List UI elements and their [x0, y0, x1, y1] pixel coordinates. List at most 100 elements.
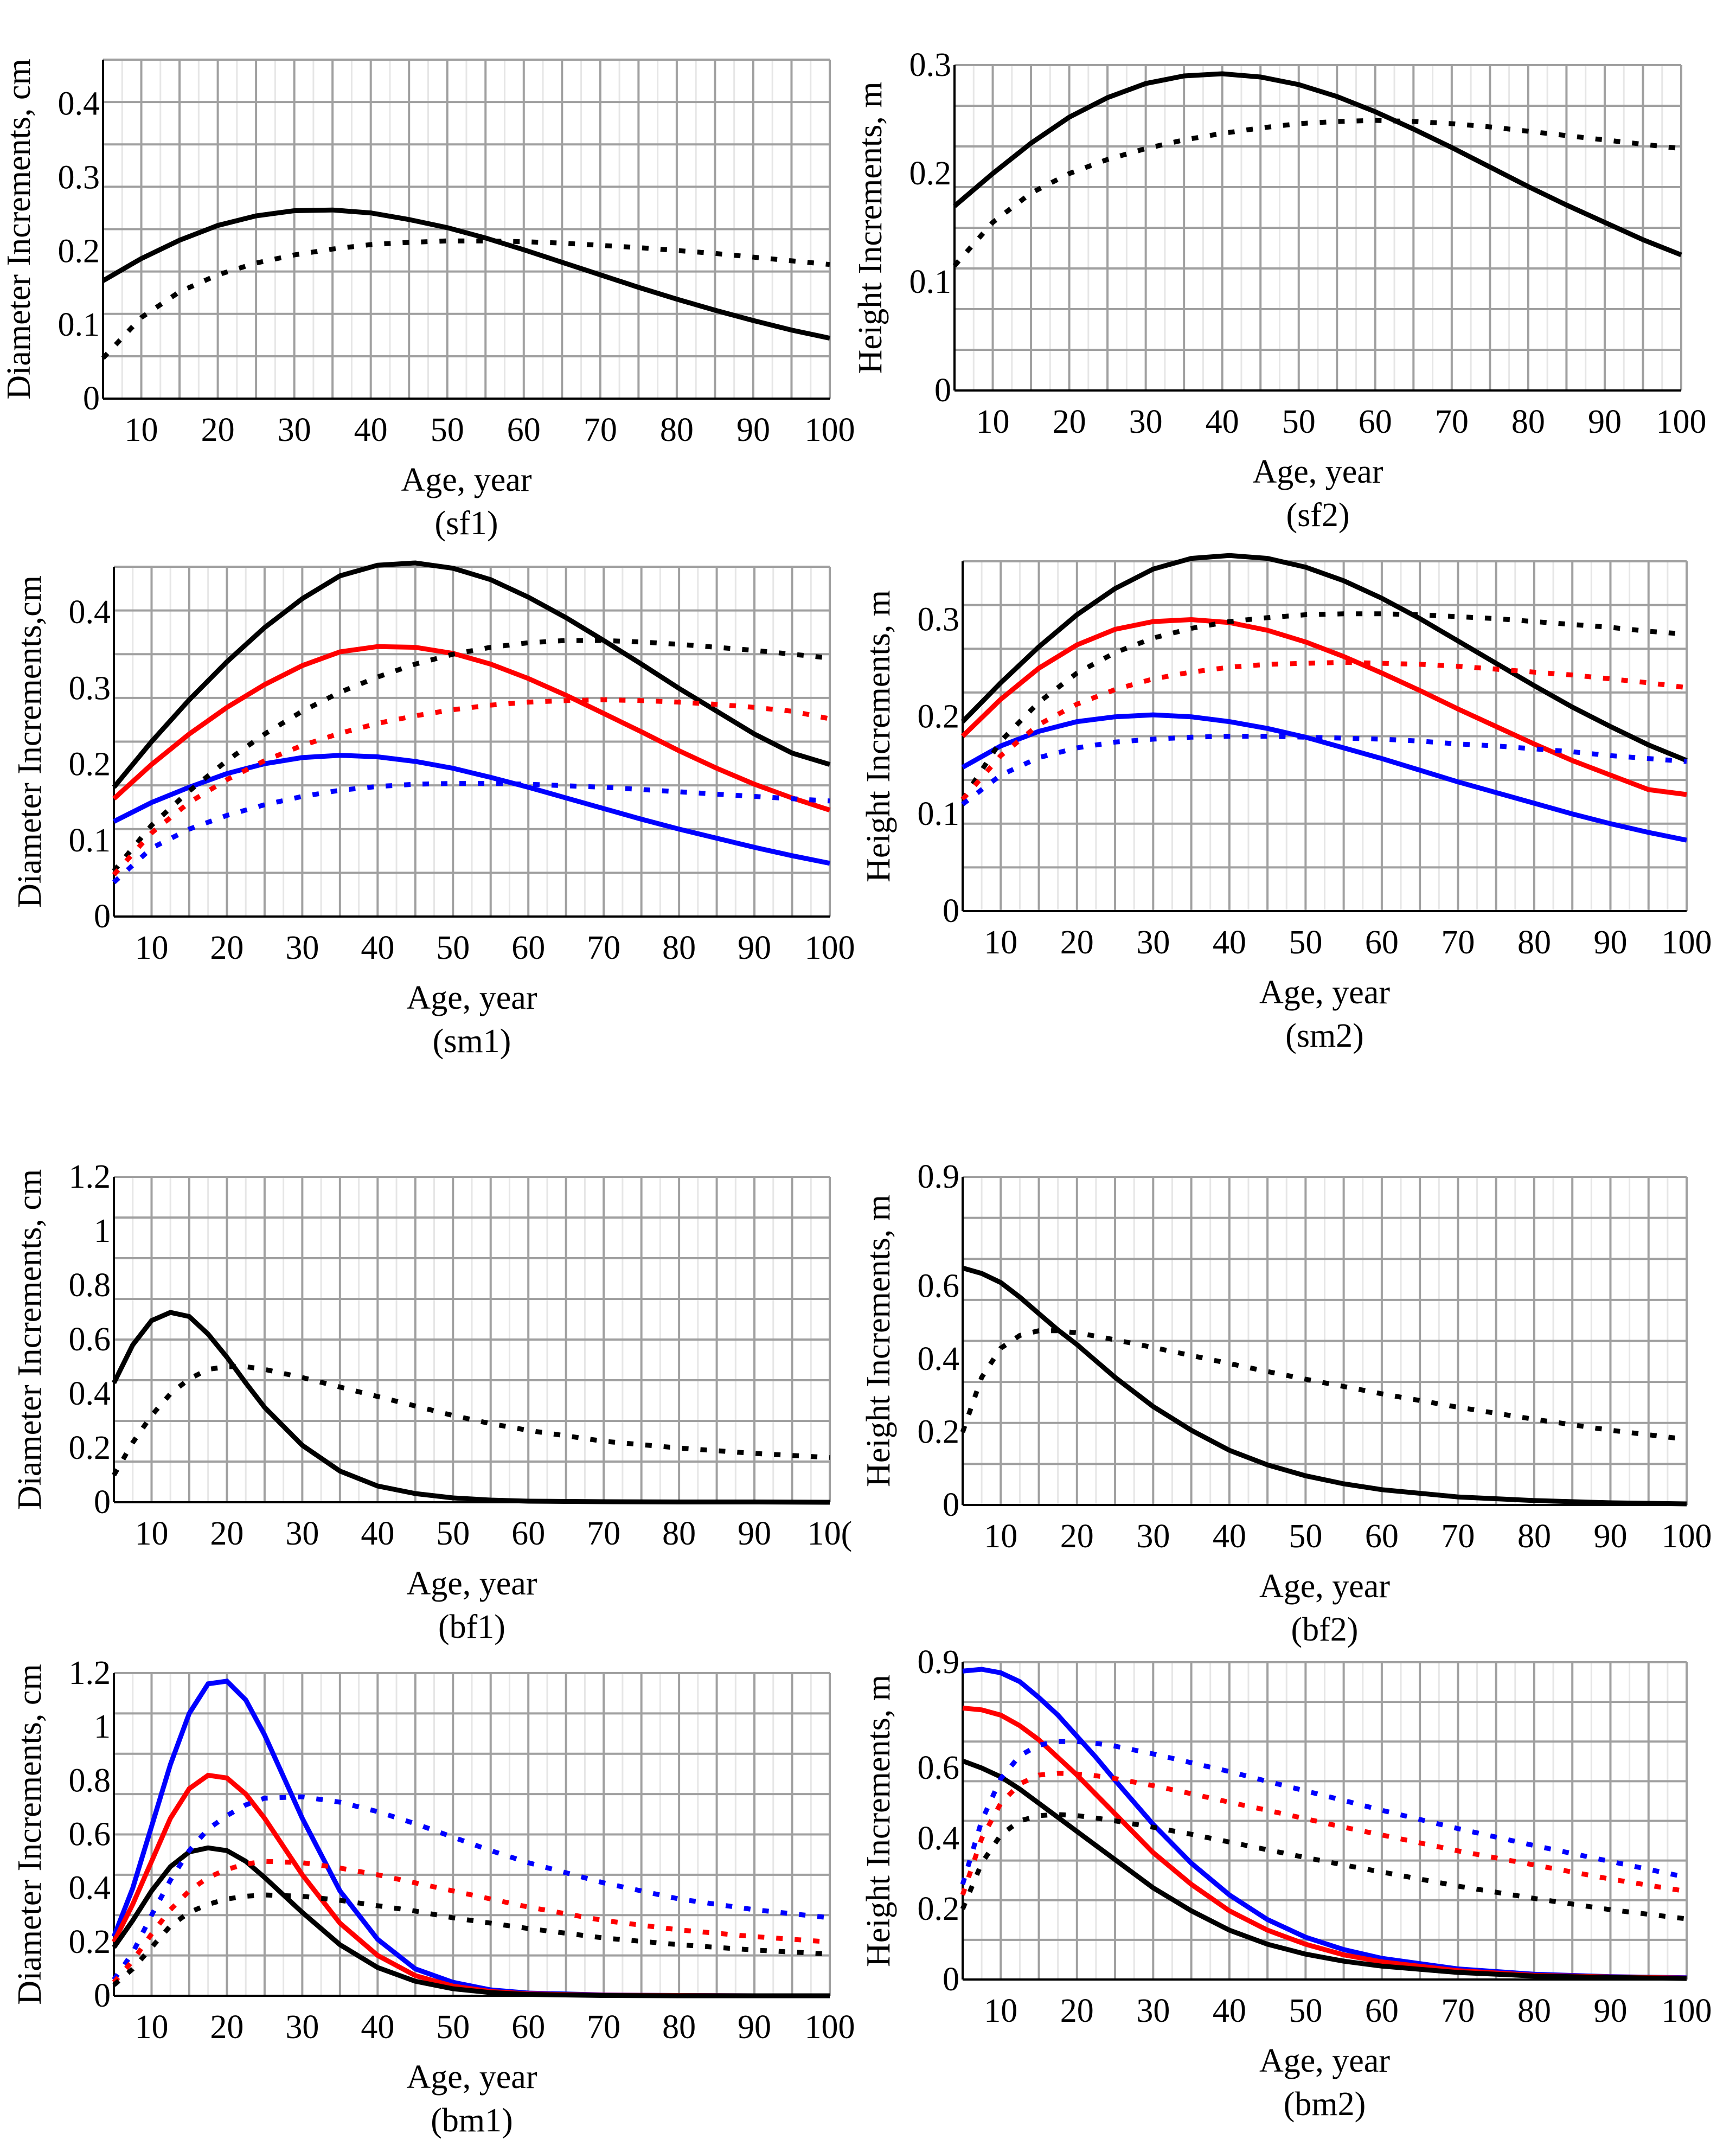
y-tick-label: 0.6: [918, 1750, 960, 1786]
y-tick-label: 0.4: [918, 1820, 960, 1857]
x-axis-title: Age, year: [1253, 453, 1383, 490]
y-tick-label: 0.1: [58, 306, 100, 343]
x-tick-label: 80: [662, 2009, 696, 2046]
y-tick-label: 0.2: [69, 1924, 111, 1961]
series-line: [960, 1771, 1687, 1896]
y-tick-label: 0.2: [918, 1891, 960, 1927]
y-tick-label: 0: [83, 380, 100, 417]
x-tick-label: 70: [1435, 403, 1469, 440]
x-tick-label: 30: [278, 412, 311, 449]
series-line: [960, 1812, 1687, 1921]
x-tick-label: 30: [285, 930, 319, 966]
x-tick-label: 10: [134, 1515, 168, 1552]
y-tick-label: 0.8: [69, 1762, 111, 1799]
series-line: [112, 697, 830, 876]
x-tick-label: 60: [1365, 1518, 1399, 1555]
y-tick-label: 0.3: [69, 670, 111, 707]
y-axis-title: Diameter Increments, cm: [11, 1664, 48, 2004]
y-tick-label: 0.2: [918, 699, 960, 735]
x-tick-label: 40: [1213, 924, 1246, 961]
panel-caption: (bf2): [1291, 1611, 1359, 1648]
y-tick-label: 0.9: [918, 1158, 960, 1195]
y-tick-label: 0.6: [918, 1268, 960, 1305]
series-line: [960, 617, 1687, 797]
y-axis-title: Height Increments, m: [860, 1195, 897, 1487]
x-tick-label: 10(: [808, 1515, 853, 1552]
x-tick-label: 30: [285, 1515, 319, 1552]
x-tick-label: 40: [361, 1515, 394, 1552]
x-tick-label: 90: [1593, 1518, 1627, 1555]
panel-caption: (sm1): [433, 1023, 511, 1060]
x-tick-label: 70: [1441, 924, 1475, 961]
x-tick-label: 100: [1662, 1518, 1712, 1555]
series-line: [953, 71, 1682, 258]
y-tick-label: 0: [943, 893, 959, 930]
y-axis-title: Diameter Increments, cm: [11, 1169, 48, 1510]
x-tick-label: 60: [1365, 1993, 1399, 2029]
x-tick-label: 20: [210, 930, 244, 966]
y-tick-label: 0.6: [69, 1321, 111, 1358]
x-tick-label: 90: [1593, 1993, 1627, 2029]
x-tick-label: 50: [431, 412, 464, 449]
y-tick-label: 0.4: [918, 1341, 960, 1378]
x-tick-label: 20: [1060, 924, 1094, 961]
y-axis-title: Diameter Increments, cm: [1, 59, 37, 399]
x-tick-label: 40: [361, 2009, 394, 2046]
x-axis-title: Age, year: [1259, 974, 1390, 1011]
x-tick-label: 70: [587, 1515, 620, 1552]
x-tick-label: 50: [1282, 403, 1316, 440]
series-line: [111, 1310, 830, 1505]
x-axis-title: Age, year: [401, 462, 532, 498]
x-tick-label: 100: [1662, 1993, 1712, 2029]
chart-bf1: 10 20 30 40 50 60 70 80 90 10(0 0.2 0.4 0.6 0.8 1 1.2 Ag…: [11, 1158, 852, 1645]
y-tick-label: 0.3: [918, 601, 960, 638]
x-tick-label: 80: [662, 1515, 696, 1552]
x-tick-label: 60: [507, 412, 541, 449]
series-line: [112, 638, 830, 873]
series-line: [112, 1364, 830, 1477]
x-tick-label: 100: [1656, 403, 1707, 440]
x-tick-label: 20: [1060, 1993, 1094, 2029]
y-tick-label: 0: [934, 372, 951, 409]
y-tick-label: 0.2: [58, 233, 100, 270]
x-tick-label: 10: [134, 2009, 168, 2046]
y-tick-label: 0: [94, 1484, 111, 1521]
x-tick-label: 80: [1517, 1993, 1551, 2029]
series-line: [101, 238, 830, 360]
y-tick-label: 0: [94, 1977, 111, 2014]
y-tick-label: 0.8: [69, 1267, 111, 1304]
x-tick-label: 50: [436, 2009, 470, 2046]
x-tick-label: 90: [1593, 924, 1627, 961]
x-tick-label: 70: [1441, 1518, 1475, 1555]
x-tick-label: 80: [1511, 403, 1545, 440]
chart-sf2: 10 20 30 40 50 60 70 80 90 100 0 0.1 0.2 0.3 Age, year…: [852, 47, 1707, 534]
x-tick-label: 40: [1213, 1518, 1246, 1555]
y-axis-title: Diameter Increments,cm: [11, 575, 48, 908]
x-tick-label: 20: [1053, 403, 1086, 440]
x-tick-label: 50: [436, 930, 470, 966]
x-tick-label: 80: [1517, 1518, 1551, 1555]
chart-bm1: 10 20 30 40 50 60 70 80 90 100 0 0.2 0.4 0.6 0.8 1 1.2 Ag…: [11, 1655, 855, 2139]
x-axis-title: Age, year: [407, 2059, 537, 2096]
x-tick-label: 40: [1206, 403, 1239, 440]
y-tick-label: 0.1: [69, 822, 111, 859]
x-tick-label: 40: [361, 930, 394, 966]
y-tick-label: 0.6: [69, 1816, 111, 1853]
x-tick-label: 40: [354, 412, 388, 449]
chart-sm2: 10 20 30 40 50 60 70 80 90 100 0 0.1 0.2 0.3 Age, year…: [860, 553, 1712, 1054]
x-tick-label: 60: [1365, 924, 1399, 961]
y-tick-label: 0.2: [909, 155, 952, 192]
series-line: [961, 712, 1687, 843]
y-tick-label: 1: [94, 1708, 111, 1745]
x-axis-title: Age, year: [1259, 2042, 1390, 2079]
chart-sm1: 10 20 30 40 50 60 70 80 90 100 0 0.1 0.2 0.3 0.4 Age, y…: [11, 560, 855, 1060]
x-tick-label: 70: [1441, 1993, 1475, 2029]
x-axis-title: Age, year: [1259, 1568, 1390, 1605]
y-tick-label: 0.4: [69, 1870, 111, 1907]
panel-caption: (sf1): [434, 505, 498, 542]
x-tick-label: 10: [984, 924, 1017, 961]
x-tick-label: 100: [805, 930, 855, 966]
x-tick-label: 90: [738, 1515, 771, 1552]
y-tick-label: 0.4: [58, 86, 100, 123]
